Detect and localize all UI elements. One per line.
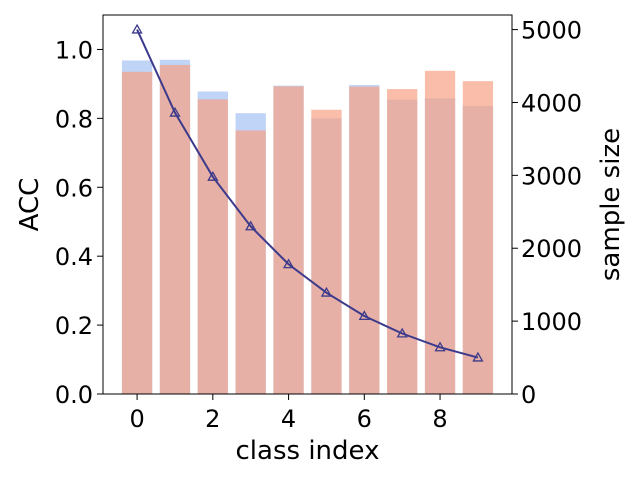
- x-tick-label: 8: [432, 405, 447, 433]
- y-tick-label: 0.4: [55, 243, 93, 271]
- bar-s1-9: [462, 81, 494, 395]
- y-tick-label: 0.6: [55, 174, 93, 202]
- sample-size-line-layer: [131, 23, 484, 362]
- sample-size-point-5: [320, 286, 333, 297]
- y-tick-label: 0.8: [55, 105, 93, 133]
- bar-s1-2: [197, 99, 228, 394]
- x-tick-label: 2: [205, 405, 220, 433]
- y2-tick-label: 1000: [521, 308, 582, 336]
- bar-s1-1: [159, 64, 191, 394]
- bars-layer: [121, 59, 494, 395]
- x-axis-label: class index: [236, 436, 380, 466]
- bar-s1-4: [273, 86, 304, 394]
- sample-size-point-2: [207, 170, 219, 181]
- sample-size-point-8: [434, 341, 446, 352]
- bar-s1-0: [121, 71, 153, 394]
- sample-size-point-6: [358, 310, 370, 321]
- bar-s1-8: [424, 70, 456, 395]
- sample-size-point-1: [169, 106, 181, 117]
- bar-s1-7: [387, 89, 418, 394]
- y2-tick-label: 5000: [521, 17, 582, 45]
- x-axis-ticks: 0 2 4 6 8: [129, 394, 448, 433]
- bar-s1-5: [311, 109, 342, 394]
- plot-frame: [102, 14, 513, 395]
- x-tick-label: 6: [357, 405, 372, 433]
- y2-axis-label: sample size: [596, 128, 626, 281]
- bar-s1-3: [235, 130, 266, 394]
- y2-tick-label: 0: [521, 381, 536, 409]
- y-tick-label: 0.2: [55, 312, 93, 340]
- y2-axis-ticks: 0 1000 2000 3000 4000 5000: [512, 17, 582, 409]
- sample-size-line: [136, 29, 479, 359]
- y2-tick-label: 3000: [521, 162, 582, 190]
- bar-s1-6: [349, 86, 380, 394]
- y-tick-label: 0.0: [55, 381, 93, 409]
- sample-size-point-0: [131, 23, 143, 34]
- y2-tick-label: 2000: [521, 235, 582, 263]
- sample-size-point-3: [245, 220, 257, 231]
- y-axis-ticks: 0.0 0.2 0.4 0.6 0.8 1.0: [55, 36, 103, 409]
- x-tick-label: 4: [281, 405, 296, 433]
- sample-size-point-7: [396, 327, 408, 338]
- y-axis-label: ACC: [15, 178, 45, 232]
- sample-size-point-4: [282, 258, 295, 269]
- x-tick-label: 0: [129, 405, 144, 433]
- y2-tick-label: 4000: [521, 89, 582, 117]
- sample-size-point-9: [472, 351, 484, 362]
- y-tick-label: 1.0: [55, 36, 93, 64]
